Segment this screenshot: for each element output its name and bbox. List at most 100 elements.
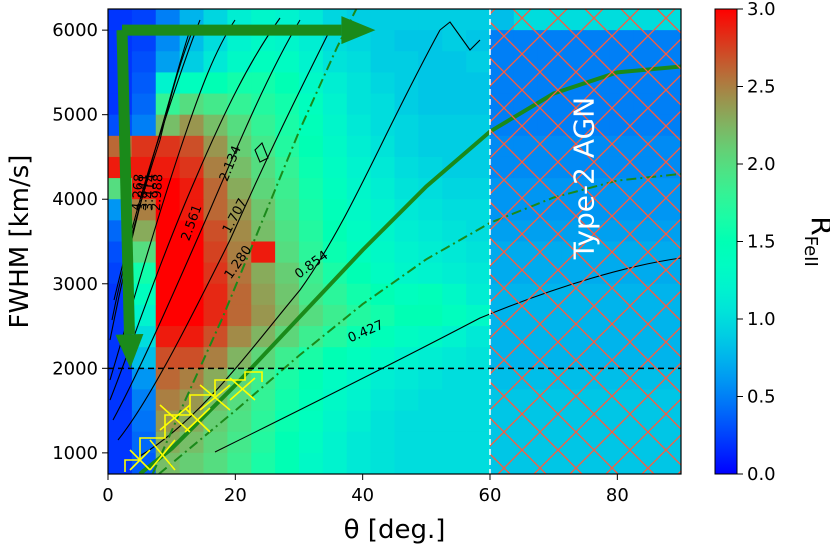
heat-cell <box>299 220 324 243</box>
heat-cell <box>370 410 396 433</box>
heat-cell <box>155 51 181 74</box>
heat-cell <box>466 199 491 221</box>
heat-cell <box>322 262 348 285</box>
heat-cell <box>275 135 300 158</box>
heat-cell <box>442 114 467 137</box>
plot-area: 0.4270.8541.2801.7072.1342.5612.9883.414… <box>108 9 681 474</box>
heat-cell <box>346 72 372 95</box>
heat-cell <box>370 452 396 474</box>
heat-cell <box>466 262 491 285</box>
x-tick-label: 40 <box>351 485 374 506</box>
annotations: Type-2 AGN <box>568 97 601 260</box>
heat-cell <box>227 262 252 285</box>
heat-cell <box>179 389 205 412</box>
heat-cell <box>251 304 276 327</box>
heat-cell <box>179 347 205 369</box>
heat-cell <box>442 326 467 348</box>
heat-cell <box>203 262 228 285</box>
heat-cell <box>346 283 372 306</box>
heat-cell <box>179 135 205 158</box>
heat-cell <box>370 389 396 412</box>
heat-cell <box>442 410 467 433</box>
heat-cell <box>203 283 228 306</box>
heat-cell <box>322 368 348 391</box>
x-axis-ticks: 0 20 40 60 80 <box>102 474 629 506</box>
heat-cell <box>370 431 396 454</box>
heat-cell <box>418 452 443 474</box>
heat-cell <box>108 410 133 433</box>
heat-cell <box>179 452 205 474</box>
heat-cell <box>394 178 419 200</box>
heat-cell <box>346 199 372 221</box>
heat-cell <box>227 93 252 116</box>
y-tick-label: 2000 <box>52 358 98 379</box>
heat-cell <box>131 72 157 95</box>
heat-cell <box>418 368 443 391</box>
heat-cell <box>466 431 491 454</box>
plot-frame <box>107 8 682 475</box>
heat-cell <box>131 220 157 243</box>
colorbar-label-main: R <box>805 216 830 235</box>
heat-cell <box>442 389 467 412</box>
contour-label: 4.268 <box>130 173 148 211</box>
heat-cell <box>203 72 228 95</box>
heat-cell <box>394 30 419 52</box>
heat-cell <box>155 283 181 306</box>
heat-cell <box>251 114 276 137</box>
heat-cell <box>442 178 467 200</box>
heat-cell <box>155 178 181 200</box>
heat-cell <box>251 410 276 433</box>
heat-cell <box>108 389 133 412</box>
heat-cell <box>131 262 157 285</box>
heat-cell <box>275 347 300 369</box>
heat-cell <box>418 283 443 306</box>
heat-cell <box>131 135 157 158</box>
heat-cell <box>418 304 443 327</box>
yellow-hatch-line <box>229 377 256 401</box>
type2-hatched-region <box>490 9 681 474</box>
heat-cell <box>322 178 348 200</box>
heat-cell <box>251 241 276 264</box>
heat-cell <box>346 51 372 74</box>
heat-cell <box>370 178 396 200</box>
yellow-hatch-line <box>199 384 231 411</box>
heat-cell <box>466 326 491 348</box>
heat-cell <box>131 283 157 306</box>
heat-cell <box>155 326 181 348</box>
heat-cell <box>299 156 324 179</box>
heat-cell <box>346 431 372 454</box>
heat-cell <box>131 114 157 137</box>
y-tick-label: 5000 <box>52 105 98 126</box>
heat-cell <box>322 72 348 95</box>
heat-cell <box>418 431 443 454</box>
y-tick-label: 6000 <box>52 20 98 41</box>
heat-cell <box>346 389 372 412</box>
colorbar-tick-label: 2.0 <box>747 154 776 175</box>
heat-cell <box>466 9 491 31</box>
heat-cell <box>466 220 491 243</box>
heat-cell <box>442 135 467 158</box>
heat-cell <box>394 304 419 327</box>
heat-cell <box>322 283 348 306</box>
yellow-hatch-line <box>184 407 211 433</box>
colorbar-label: RFeII <box>800 216 830 267</box>
contour-line <box>117 29 331 441</box>
heat-cell <box>346 135 372 158</box>
colorbar-tick-label: 1.5 <box>747 232 776 253</box>
heat-cell <box>227 114 252 137</box>
heat-cell <box>155 389 181 412</box>
heat-cell <box>275 93 300 116</box>
x-tick-label: 0 <box>102 485 113 506</box>
heat-cell <box>370 199 396 221</box>
heat-cell <box>203 93 228 116</box>
heat-cell <box>466 114 491 137</box>
heat-cell <box>418 178 443 200</box>
heat-cell <box>370 156 396 179</box>
heat-cell <box>131 93 157 116</box>
heat-cell <box>394 241 419 264</box>
heat-cell <box>251 431 276 454</box>
colorbar-gradient <box>714 8 738 475</box>
arrows <box>115 16 376 369</box>
heat-cell <box>155 156 181 179</box>
